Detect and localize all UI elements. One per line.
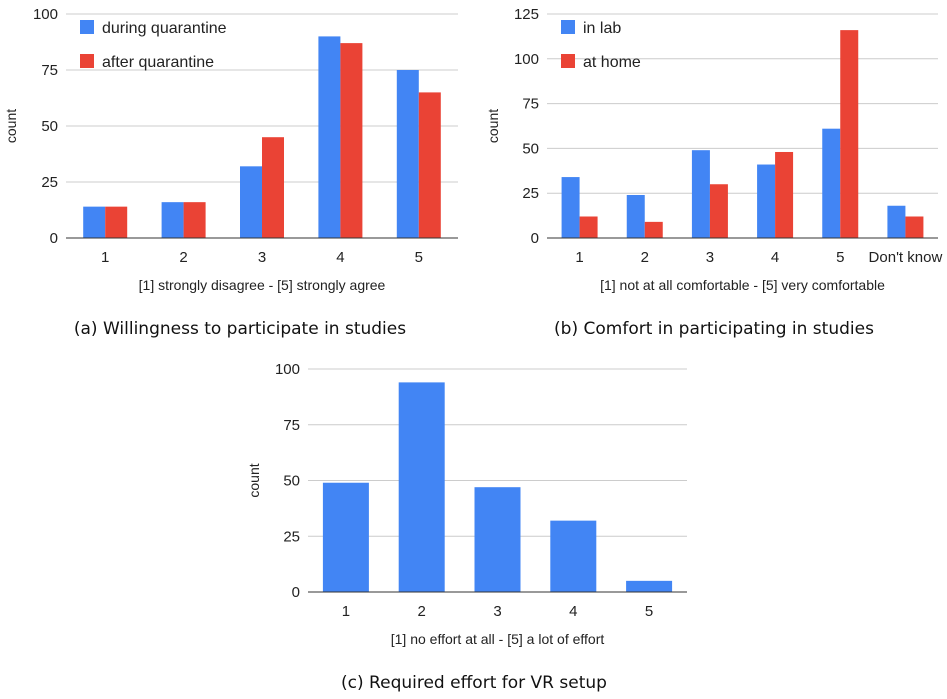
bar <box>579 216 598 238</box>
x-axis-title: [1] strongly disagree - [5] strongly agr… <box>139 277 386 293</box>
x-tick-label: 4 <box>336 249 344 266</box>
chart-caption: (c) Required effort for VR setup <box>341 673 607 693</box>
legend-label: during quarantine <box>102 20 227 37</box>
bar <box>561 177 580 238</box>
y-tick-label: 50 <box>41 118 58 135</box>
y-axis-title: count <box>485 109 501 143</box>
bar <box>905 216 924 238</box>
bar <box>626 580 673 592</box>
y-tick-label: 0 <box>292 584 300 601</box>
legend-label: in lab <box>583 20 621 37</box>
x-tick-label: 5 <box>645 603 653 620</box>
y-tick-label: 100 <box>33 6 58 23</box>
y-tick-label: 75 <box>522 96 539 113</box>
bar <box>757 164 776 238</box>
y-axis-title: count <box>3 109 19 143</box>
y-tick-label: 50 <box>522 140 539 157</box>
x-tick-label: 3 <box>493 603 501 620</box>
y-tick-label: 75 <box>41 62 58 79</box>
x-tick-label: 1 <box>575 249 583 266</box>
x-tick-label: 5 <box>415 249 423 266</box>
y-tick-label: 0 <box>531 230 539 247</box>
bar <box>691 150 710 238</box>
x-tick-label: Don't know <box>869 249 943 266</box>
bar <box>318 36 341 239</box>
bar <box>840 30 859 238</box>
bar <box>550 520 597 592</box>
y-tick-label: 100 <box>514 51 539 68</box>
x-axis-title: [1] not at all comfortable - [5] very co… <box>600 277 885 293</box>
legend-swatch <box>561 54 575 68</box>
legend-swatch <box>80 20 94 34</box>
y-axis-title: count <box>246 463 262 497</box>
legend-label: at home <box>583 54 641 71</box>
y-tick-label: 100 <box>275 361 300 378</box>
legend-label: after quarantine <box>102 54 214 71</box>
bar <box>262 137 284 238</box>
chart-caption: (a) Willingness to participate in studie… <box>74 319 406 339</box>
y-tick-label: 0 <box>50 230 58 247</box>
bar <box>83 206 106 238</box>
bar <box>340 43 363 239</box>
chart-a: 0 25 50 75 100 1 2 3 4 5 [1] strongly disagree - [… <box>3 6 458 339</box>
bar <box>644 221 663 238</box>
legend-swatch <box>80 54 94 68</box>
x-tick-label: 2 <box>179 249 187 266</box>
x-tick-label: 1 <box>101 249 109 266</box>
bar <box>418 92 441 239</box>
bar <box>396 70 419 238</box>
x-tick-label: 5 <box>836 249 844 266</box>
x-tick-label: 3 <box>258 249 266 266</box>
bar <box>822 128 841 238</box>
x-tick-label: 4 <box>771 249 779 266</box>
chart-b: 0 25 50 75 100 125 1 2 3 4 5 Don't know [1] not at a… <box>485 6 942 339</box>
bar <box>398 382 445 592</box>
chart-c: 0 25 50 75 100 1 2 3 4 5 [1] no effort at all - [5… <box>246 361 687 693</box>
bar <box>322 482 369 592</box>
bar <box>709 184 728 238</box>
y-tick-label: 50 <box>283 473 300 490</box>
bar <box>474 487 521 592</box>
y-tick-label: 25 <box>522 185 539 202</box>
bar <box>161 202 184 238</box>
y-tick-label: 25 <box>41 174 58 191</box>
chart-caption: (b) Comfort in participating in studies <box>554 319 874 339</box>
x-tick-label: 2 <box>641 249 649 266</box>
x-tick-label: 2 <box>418 603 426 620</box>
bar <box>105 206 128 238</box>
x-tick-label: 3 <box>706 249 714 266</box>
y-tick-label: 75 <box>283 417 300 434</box>
bar <box>183 202 206 238</box>
x-axis-title: [1] no effort at all - [5] a lot of effo… <box>391 631 605 647</box>
legend-swatch <box>561 20 575 34</box>
bar <box>626 194 645 238</box>
x-tick-label: 4 <box>569 603 577 620</box>
y-tick-label: 125 <box>514 6 539 23</box>
bar <box>240 166 262 238</box>
x-tick-label: 1 <box>342 603 350 620</box>
y-tick-label: 25 <box>283 528 300 545</box>
bar <box>887 205 906 238</box>
bar <box>775 151 794 238</box>
